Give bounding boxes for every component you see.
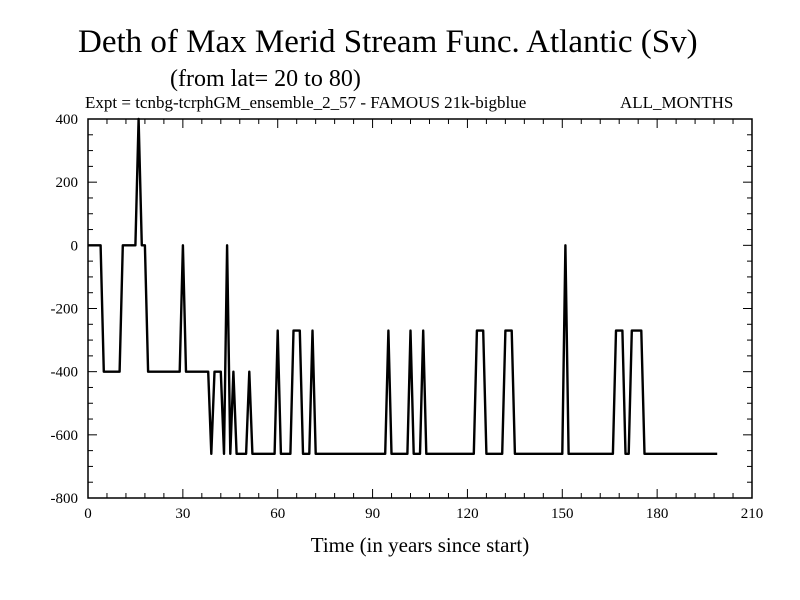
experiment-label: Expt = tcnbg-tcrphGM_ensemble_2_57 - FAM…: [85, 93, 527, 112]
x-tick-label: 180: [646, 506, 669, 522]
x-tick-label: 0: [84, 506, 92, 522]
x-tick-label: 60: [270, 506, 285, 522]
y-tick-label: 0: [71, 238, 79, 254]
series-layer: [88, 117, 718, 455]
tick-labels: 0 30 60 90 120 150 180 210 400 200 0 -200 -400 -600 -8…: [51, 112, 764, 522]
months-label: ALL_MONTHS: [620, 93, 734, 112]
chart-title: Deth of Max Merid Stream Func. Atlantic …: [78, 24, 698, 60]
chart-subtitle: (from lat= 20 to 80): [170, 66, 361, 92]
plot-frame: [87, 118, 753, 499]
y-tick-label: -400: [51, 365, 79, 381]
x-tick-label: 210: [741, 506, 764, 522]
series-line-0: [88, 117, 718, 455]
y-tick-label: -200: [51, 302, 79, 318]
y-tick-label: 200: [56, 175, 79, 191]
x-axis-title: Time (in years since start): [311, 533, 530, 557]
x-tick-label: 150: [551, 506, 574, 522]
y-tick-label: -800: [51, 491, 79, 507]
x-tick-label: 120: [456, 506, 479, 522]
x-tick-label: 30: [175, 506, 190, 522]
y-tick-label: 400: [56, 112, 79, 128]
y-tick-label: -600: [51, 428, 79, 444]
x-tick-label: 90: [365, 506, 380, 522]
